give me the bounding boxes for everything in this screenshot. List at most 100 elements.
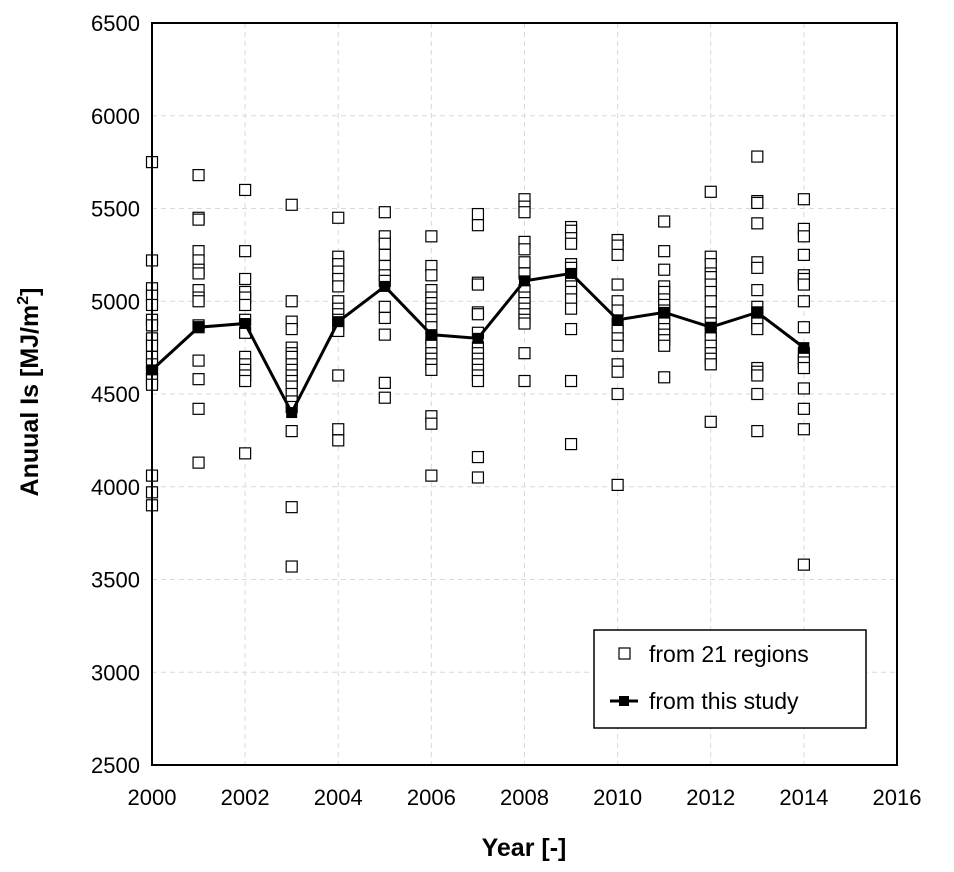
study-point	[798, 342, 810, 354]
region-point	[239, 374, 252, 388]
region-point	[564, 302, 578, 315]
region-point	[471, 308, 485, 321]
region-point	[192, 213, 205, 226]
y-tick-label: 3500	[91, 568, 140, 593]
region-point	[797, 382, 810, 395]
region-point	[239, 272, 252, 286]
region-point	[332, 423, 345, 436]
study-point	[472, 332, 484, 344]
region-point	[611, 387, 624, 401]
region-point	[797, 402, 810, 415]
legend-label-regions: from 21 regions	[649, 641, 809, 667]
region-point	[797, 361, 810, 375]
region-point	[285, 560, 298, 573]
study-point	[425, 329, 437, 341]
region-point	[192, 373, 205, 386]
region-point	[378, 206, 391, 219]
legend-label-study: from this study	[649, 688, 799, 714]
region-point	[518, 206, 531, 219]
region-point	[192, 267, 205, 280]
region-point	[658, 371, 671, 384]
legend: from 21 regions from this study	[593, 629, 867, 729]
region-point	[378, 376, 391, 389]
region-point	[564, 237, 578, 250]
region-point	[471, 219, 485, 232]
region-point	[704, 295, 717, 308]
y-tick-label: 5500	[91, 197, 140, 222]
region-point	[285, 425, 298, 438]
region-point	[518, 347, 531, 360]
region-point	[564, 322, 578, 336]
region-point	[239, 447, 252, 460]
region-point	[285, 501, 298, 514]
regional-points	[145, 150, 810, 573]
region-point	[797, 423, 810, 436]
legend-marker-study	[619, 696, 629, 706]
region-point	[378, 391, 391, 404]
study-point	[332, 316, 344, 328]
region-point	[611, 339, 624, 352]
y-tick-label: 6000	[91, 104, 140, 129]
study-point	[193, 321, 205, 333]
region-point	[611, 248, 624, 261]
x-tick-label: 2010	[593, 785, 642, 810]
y-tick-label: 2500	[91, 753, 140, 778]
region-point	[797, 278, 810, 291]
x-tick-label: 2016	[873, 785, 922, 810]
region-point	[564, 437, 578, 451]
x-tick-label: 2002	[221, 785, 270, 810]
region-point	[332, 369, 345, 382]
region-point	[332, 211, 345, 224]
x-tick-label: 2006	[407, 785, 456, 810]
y-tick-label: 4000	[91, 475, 140, 500]
region-point	[378, 237, 391, 250]
plot-area-frame	[151, 22, 898, 766]
x-tick-label: 2012	[686, 785, 735, 810]
region-point	[658, 215, 671, 228]
x-tick-labels: 2000 2002 2004 2006 2008 2010 2012 2014 2016	[128, 785, 922, 810]
region-point	[285, 322, 298, 336]
x-tick-label: 2000	[128, 785, 177, 810]
region-point	[658, 245, 671, 258]
region-point	[285, 198, 298, 211]
region-point	[564, 374, 578, 388]
region-point	[704, 415, 717, 428]
region-point	[751, 369, 764, 382]
region-point	[797, 295, 810, 308]
region-point	[425, 417, 438, 430]
region-point	[471, 374, 485, 388]
region-point	[285, 295, 298, 308]
region-point	[471, 450, 485, 464]
region-point	[658, 263, 671, 276]
region-point	[797, 248, 810, 261]
region-point	[751, 196, 764, 210]
region-point	[332, 434, 345, 447]
study-point	[565, 267, 577, 279]
region-point	[471, 207, 485, 221]
region-point	[611, 278, 624, 291]
region-point	[704, 306, 717, 319]
region-point	[751, 261, 764, 274]
region-point	[751, 217, 764, 230]
study-point	[239, 318, 251, 330]
y-tick-label: 4500	[91, 382, 140, 407]
region-point	[192, 295, 205, 308]
region-point	[332, 280, 345, 293]
region-point	[518, 374, 531, 388]
study-point	[519, 275, 530, 287]
region-point	[704, 358, 717, 371]
region-point	[192, 169, 205, 182]
x-tick-label: 2008	[500, 785, 549, 810]
region-point	[378, 311, 391, 325]
region-point	[704, 185, 717, 198]
study-point	[658, 306, 670, 318]
x-axis-title: Year [-]	[482, 834, 567, 862]
y-tick-label: 6500	[91, 11, 140, 36]
legend-marker-regions	[618, 647, 631, 660]
region-point	[751, 284, 764, 297]
region-point	[797, 558, 810, 571]
x-tick-label: 2014	[779, 785, 828, 810]
region-point	[751, 425, 764, 438]
region-point	[239, 183, 252, 197]
region-point	[658, 339, 671, 352]
